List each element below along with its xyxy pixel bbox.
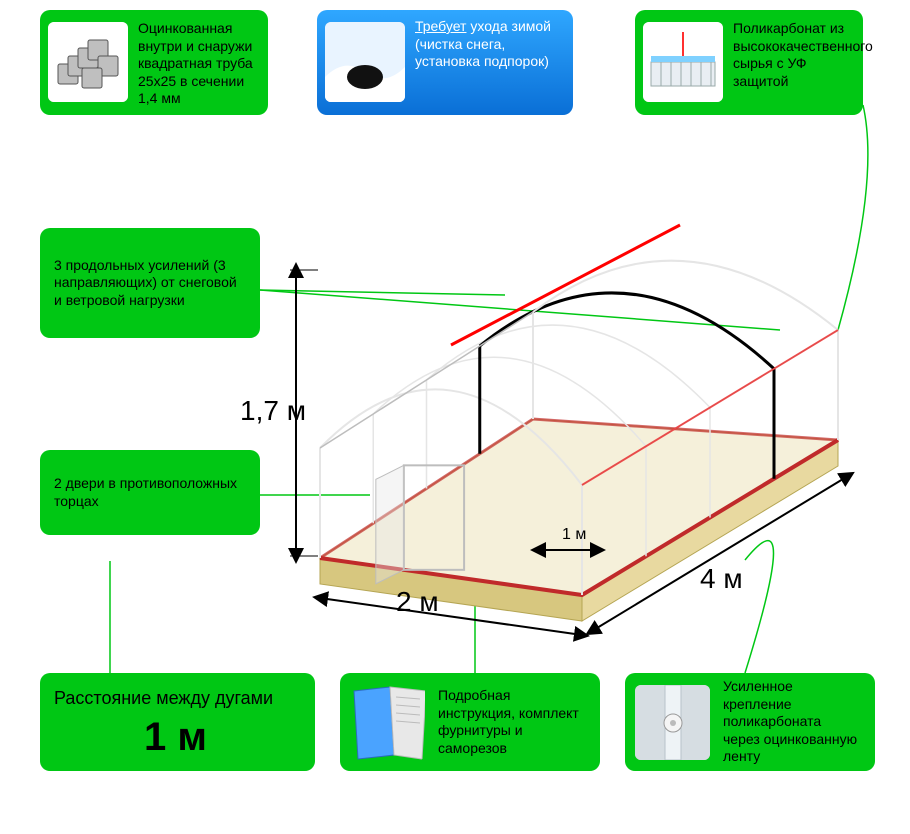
card-doors: 2 двери в противоположных торцах bbox=[40, 450, 260, 535]
dim-height: 1,7 м bbox=[240, 395, 306, 427]
card-doors-text: 2 двери в противоположных торцах bbox=[54, 475, 246, 510]
fasten-thumb bbox=[635, 685, 710, 760]
manual-thumb bbox=[350, 685, 425, 760]
card-poly-text: Поликарбонат из высококачественного сырь… bbox=[733, 20, 873, 89]
card-fasten-text: Усиленное крепление поликарбоната через … bbox=[723, 678, 861, 766]
card-winter-text: Требует ухода зимой (чистка снега, устан… bbox=[415, 18, 551, 69]
card-manual-text: Подробная инструкция, комплект фурнитуры… bbox=[438, 687, 586, 757]
winter-thumb bbox=[325, 22, 405, 102]
card-tube-text: Оцинкованная внутри и снаружи квадратная… bbox=[138, 20, 253, 106]
card-reinforce-text: 3 продольных усилений (3 направляющих) о… bbox=[54, 257, 246, 310]
card-reinforce: 3 продольных усилений (3 направляющих) о… bbox=[40, 228, 260, 338]
dim-width: 2 м bbox=[396, 586, 439, 618]
card-spacing-label: Расстояние между дугами bbox=[54, 687, 301, 710]
card-spacing-value: 1 м bbox=[144, 712, 301, 762]
card-spacing: Расстояние между дугами 1 м bbox=[40, 673, 315, 771]
poly-thumb bbox=[643, 22, 723, 102]
dim-step: 1 м bbox=[562, 526, 586, 544]
dim-length: 4 м bbox=[700, 563, 743, 595]
tube-thumb bbox=[48, 22, 128, 102]
